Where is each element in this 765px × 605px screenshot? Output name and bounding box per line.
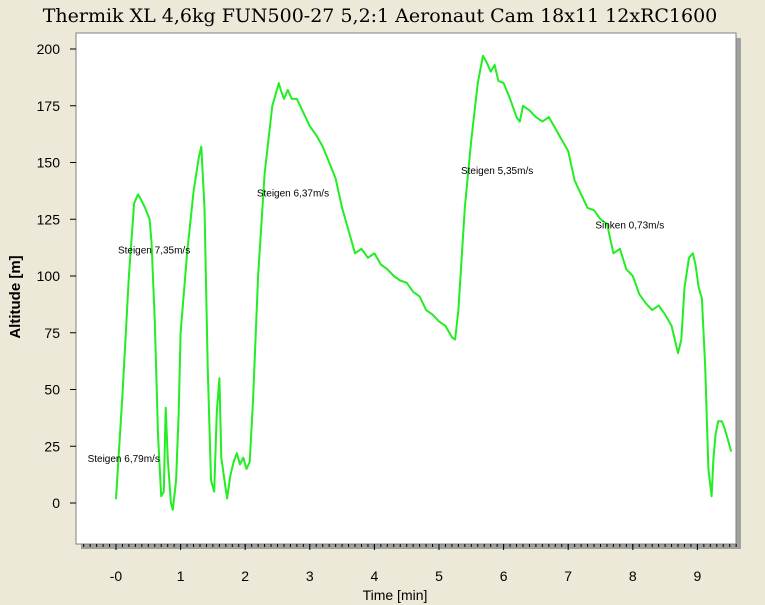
annotation-label: Steigen 6,79m/s xyxy=(88,454,160,465)
annotation-label: Sinken 0,73m/s xyxy=(595,220,664,231)
altitude-line xyxy=(115,54,732,511)
x-tick-labels: -0 1 2 3 4 5 6 7 8 9 xyxy=(110,568,702,584)
x-tick-label: 6 xyxy=(500,568,508,584)
annotation-label: Steigen 7,35m/s xyxy=(118,245,190,256)
y-tick-label: 100 xyxy=(37,268,61,284)
x-tick-label: 4 xyxy=(371,568,379,584)
annotation-label: Steigen 6,37m/s xyxy=(257,189,329,200)
axis-ticks xyxy=(70,48,737,550)
x-tick-label: 7 xyxy=(564,568,572,584)
x-tick-label: -0 xyxy=(110,568,123,584)
annotation-label: Steigen 5,35m/s xyxy=(461,166,533,177)
x-axis-label: Time [min] xyxy=(363,587,428,603)
x-tick-label: 2 xyxy=(241,568,249,584)
annotation-layer: Steigen 6,79m/s Steigen 7,35m/s Steigen 6,… xyxy=(88,166,665,465)
y-tick-label: 175 xyxy=(37,98,61,114)
y-tick-label: 75 xyxy=(44,325,60,341)
x-tick-label: 3 xyxy=(306,568,314,584)
y-tick-label: 25 xyxy=(44,438,60,454)
series-layer xyxy=(115,54,732,511)
chart-title: Thermik XL 4,6kg FUN500-27 5,2:1 Aeronau… xyxy=(43,5,718,27)
y-tick-label: 0 xyxy=(52,495,60,511)
x-tick-label: 5 xyxy=(435,568,443,584)
plot-area xyxy=(75,32,737,545)
y-tick-labels: 0 25 50 75 100 125 150 175 200 xyxy=(37,41,61,511)
x-tick-label: 8 xyxy=(629,568,637,584)
x-tick-label: 9 xyxy=(694,568,702,584)
y-tick-label: 200 xyxy=(37,41,61,57)
x-tick-label: 1 xyxy=(177,568,185,584)
y-tick-label: 50 xyxy=(44,382,60,398)
y-axis-label: Altitude [m] xyxy=(7,255,24,338)
y-tick-label: 150 xyxy=(37,155,61,171)
y-tick-label: 125 xyxy=(37,211,61,227)
